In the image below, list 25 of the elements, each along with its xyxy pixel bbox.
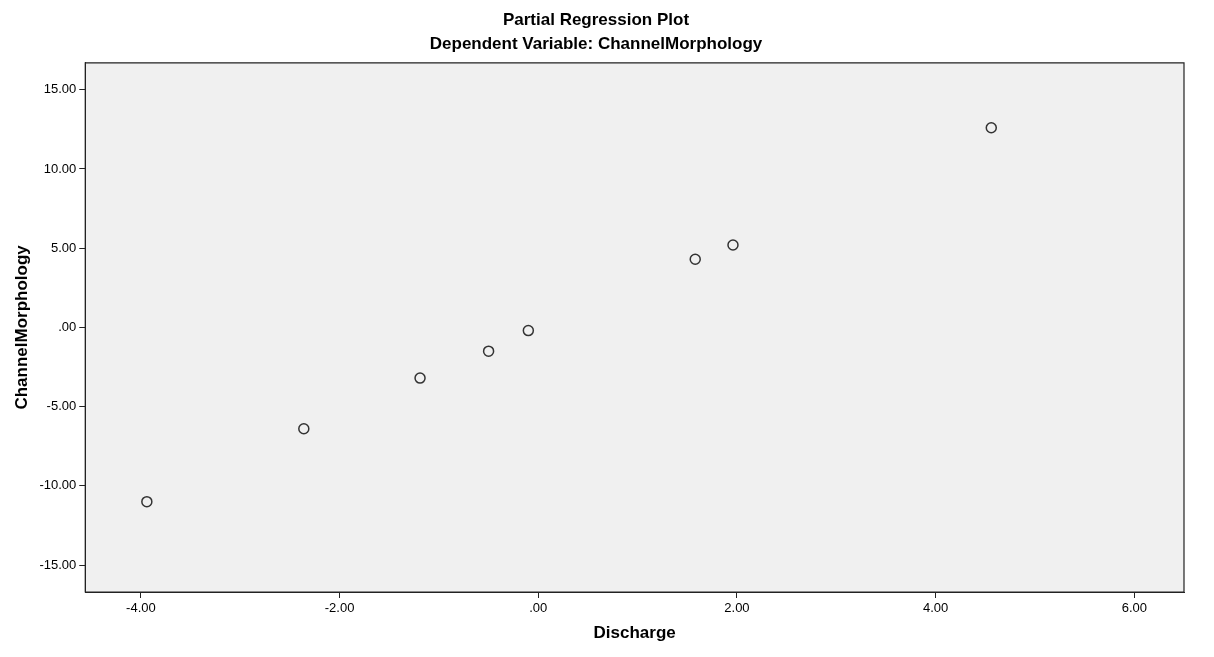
y-tick-label: 5.00 <box>50 239 77 255</box>
x-tick-label: -4.00 <box>126 600 156 616</box>
chart-title: Partial Regression Plot <box>502 9 690 29</box>
x-axis-title: Discharge <box>593 623 676 643</box>
y-tick-label: .00 <box>58 318 77 334</box>
point <box>727 239 739 251</box>
y-axis-title: ChannelMorphology <box>11 244 31 410</box>
x-tick-label: 4.00 <box>922 600 949 616</box>
y-tick-label: 10.00 <box>43 160 77 176</box>
point <box>482 345 495 357</box>
point <box>689 253 701 266</box>
x-tick-label: 6.00 <box>1121 600 1147 616</box>
x-tick-label: -2.00 <box>324 600 355 616</box>
chart-subtitle: Dependent Variable: ChannelMorphology <box>429 34 763 54</box>
point <box>985 122 998 134</box>
point <box>141 495 153 508</box>
y-tick-label: 15.00 <box>43 81 77 97</box>
point <box>298 423 310 435</box>
x-tick-label: .00 <box>529 600 548 616</box>
y-tick-label: -10.00 <box>39 477 77 493</box>
point <box>522 324 535 337</box>
y-tick-label: -5.00 <box>46 398 77 414</box>
point <box>414 372 426 384</box>
x-tick-label: 2.00 <box>724 600 750 616</box>
y-tick-label: -15.00 <box>39 556 77 572</box>
